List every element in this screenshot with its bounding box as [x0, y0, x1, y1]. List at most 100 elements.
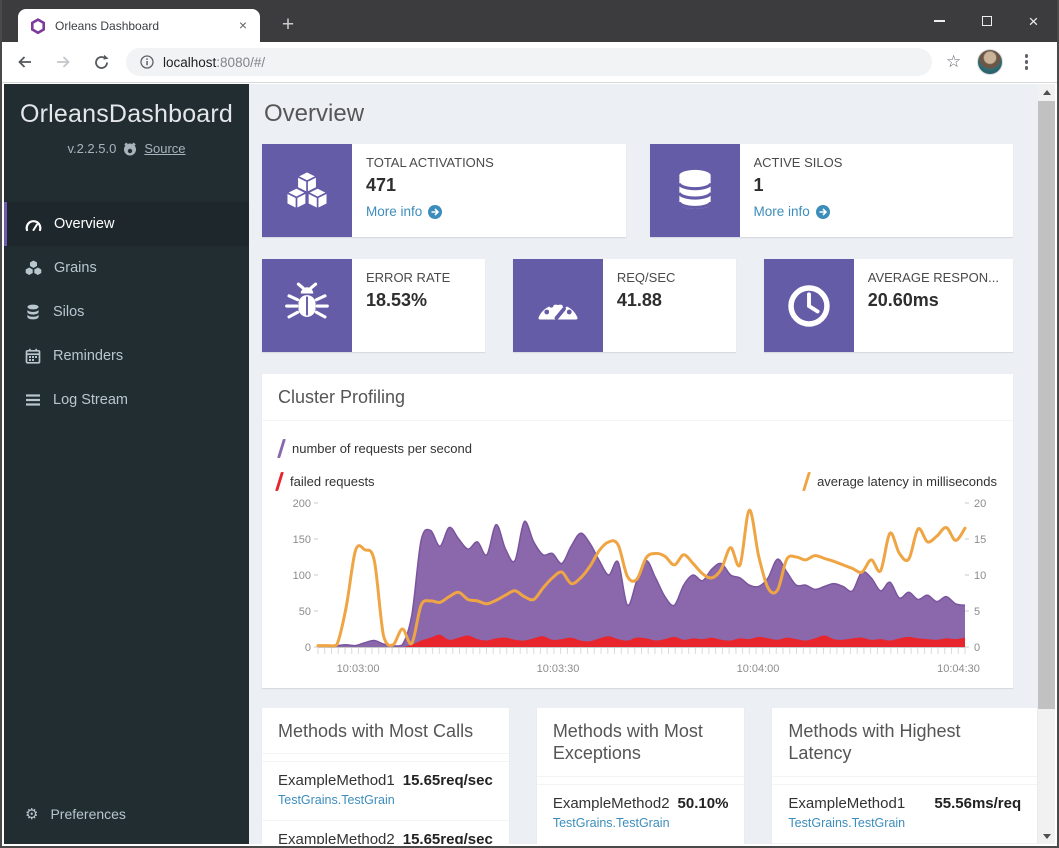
sidebar-item-silos[interactable]: Silos: [4, 290, 249, 334]
stat-label: TOTAL ACTIVATIONS: [366, 155, 494, 170]
sidebar-item-overview[interactable]: Overview: [4, 202, 249, 246]
stat-label: ACTIVE SILOS: [753, 155, 843, 170]
svg-text:20: 20: [974, 498, 986, 510]
svg-text:100: 100: [293, 570, 311, 582]
orleans-favicon-icon: [30, 17, 45, 34]
page-info-icon: [140, 55, 154, 69]
legend-latency: average latency in milliseconds: [802, 471, 997, 491]
close-button[interactable]: ×: [1010, 0, 1057, 42]
sidebar: OrleansDashboard v.2.2.5.0 Source Overvi…: [4, 84, 249, 844]
scrollbar-down-arrow[interactable]: [1038, 828, 1055, 844]
page-scrollbar[interactable]: [1038, 84, 1055, 844]
method-value: 15.65req/sec: [402, 831, 493, 844]
bookmark-star-icon[interactable]: ☆: [946, 52, 962, 71]
svg-text:5: 5: [974, 606, 980, 618]
more-info-link[interactable]: More info: [754, 204, 1000, 219]
version-label: v.2.2.5.0: [67, 141, 117, 156]
github-icon: [124, 141, 137, 155]
stat-value: 1: [753, 175, 764, 195]
sidebar-item-label: Preferences: [50, 806, 126, 822]
forward-button[interactable]: [48, 47, 78, 77]
scrollbar-thumb[interactable]: [1038, 101, 1055, 709]
svg-text:10:04:30: 10:04:30: [937, 663, 980, 675]
reload-button[interactable]: [86, 47, 116, 77]
stat-value: 471: [366, 175, 397, 195]
stat-value: 18.53%: [366, 290, 428, 310]
method-value: 15.65req/sec: [402, 772, 493, 789]
method-row: ExampleMethod2 50.10% TestGrains.TestGra…: [536, 783, 745, 843]
stat-card-active-silos: ACTIVE SILOS 1 More info: [649, 144, 1013, 237]
minimize-icon: [934, 20, 945, 22]
chart-y-axis-left: 0 50 100 150 200: [293, 498, 318, 654]
series-latency-line: [316, 508, 967, 647]
method-row: ExampleMethod1 55.56ms/req TestGrains.Te…: [772, 783, 1038, 843]
more-info-link[interactable]: More info: [366, 204, 612, 219]
panel-title: Cluster Profiling: [262, 374, 1013, 421]
stat-value: 20.60ms: [867, 290, 939, 310]
database-icon: [677, 169, 712, 209]
sidebar-item-label: Silos: [53, 304, 85, 320]
stat-card-req-sec: REQ/SEC 41.88: [512, 259, 736, 352]
legend-swatch: [277, 438, 286, 458]
svg-text:10:03:00: 10:03:00: [337, 663, 380, 675]
sidebar-nav: Overview Grains Silos: [4, 202, 249, 422]
back-arrow-icon: [18, 56, 31, 68]
grain-link[interactable]: TestGrains.TestGrain: [278, 793, 395, 807]
method-row: ExampleMethod1 15.65req/sec TestGrains.T…: [262, 761, 509, 820]
stat-cards-row-2: ERROR RATE 18.53%: [262, 259, 1013, 352]
svg-text:50: 50: [299, 606, 311, 618]
list-icon: [26, 394, 40, 406]
titlebar: Orleans Dashboard × + ×: [2, 0, 1057, 42]
sidebar-item-label: Grains: [54, 260, 97, 276]
stat-card-total-activations: TOTAL ACTIVATIONS 471 More info: [262, 144, 626, 237]
stat-label: AVERAGE RESPON...: [867, 270, 999, 285]
legend-failed: failed requests: [275, 471, 375, 491]
sidebar-item-label: Reminders: [53, 348, 124, 364]
arrow-circle-right-icon: [428, 204, 443, 219]
url-host: localhost: [163, 54, 217, 70]
legend-swatch: [802, 471, 811, 491]
back-button[interactable]: [10, 47, 40, 77]
app-viewport: OrleansDashboard v.2.2.5.0 Source Overvi…: [4, 84, 1055, 844]
svg-text:10: 10: [974, 570, 986, 582]
sidebar-item-reminders[interactable]: Reminders: [4, 334, 249, 378]
window-controls: ×: [916, 0, 1057, 42]
grain-link[interactable]: TestGrains.TestGrain: [552, 815, 670, 830]
tachometer-icon: [538, 299, 578, 320]
calendar-icon: [25, 348, 41, 364]
url-bar[interactable]: localhost:8080/#/: [126, 48, 932, 76]
series-failed-area: [318, 634, 965, 647]
sidebar-item-label: Overview: [54, 216, 115, 232]
svg-text:10:04:00: 10:04:00: [737, 663, 780, 675]
maximize-icon: [981, 16, 992, 26]
close-icon: ×: [1028, 11, 1039, 31]
source-link[interactable]: Source: [144, 141, 186, 156]
tachometer-icon: [25, 219, 42, 231]
panel-title: Methods with Highest Latency: [772, 708, 1038, 777]
methods-highest-latency-card: Methods with Highest Latency ExampleMeth…: [772, 707, 1038, 845]
cubes-icon: [25, 260, 42, 275]
sidebar-item-log-stream[interactable]: Log Stream: [4, 378, 249, 422]
stat-label: ERROR RATE: [366, 270, 451, 285]
tab-close-icon[interactable]: ×: [238, 16, 248, 33]
chart-x-axis-labels: 10:03:00 10:03:30 10:04:00 10:04:30: [337, 663, 980, 675]
maximize-button[interactable]: [963, 0, 1010, 42]
grain-link[interactable]: TestGrains.TestGrain: [788, 815, 906, 830]
main-content: Overview TOTAL ACTIVATIONS: [249, 84, 1055, 844]
method-name: ExampleMethod1: [788, 794, 906, 812]
sidebar-item-preferences[interactable]: ⚙ Preferences: [4, 794, 249, 834]
profile-avatar[interactable]: [977, 49, 1004, 75]
new-tab-button[interactable]: +: [281, 13, 295, 36]
stat-value: 41.88: [616, 290, 662, 310]
chart-y-axis-right: 0 5 10 15 20: [965, 498, 986, 654]
minimize-button[interactable]: [916, 0, 963, 42]
database-icon: [27, 304, 39, 320]
sidebar-item-grains[interactable]: Grains: [4, 246, 249, 290]
method-row: TestT 4.90ms/req TestGrains.TestGenericG…: [772, 842, 1038, 845]
gear-icon: ⚙: [25, 805, 39, 823]
scrollbar-up-arrow[interactable]: [1038, 84, 1055, 100]
browser-menu-icon[interactable]: [1017, 54, 1035, 70]
svg-text:0: 0: [974, 642, 980, 654]
browser-tab[interactable]: Orleans Dashboard ×: [18, 9, 260, 42]
